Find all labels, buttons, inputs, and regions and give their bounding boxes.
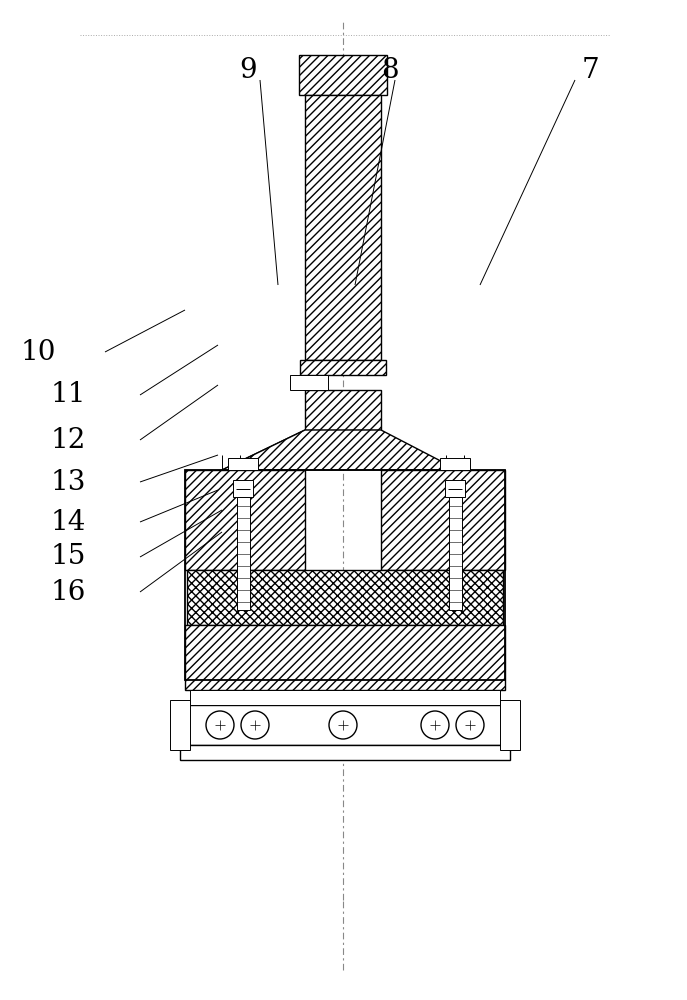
Bar bbox=[445, 480, 465, 497]
Text: 13: 13 bbox=[50, 468, 86, 495]
Bar bbox=[180, 745, 510, 760]
Bar bbox=[187, 570, 503, 625]
Text: 16: 16 bbox=[50, 578, 86, 605]
Bar bbox=[187, 707, 212, 743]
Bar bbox=[449, 497, 462, 610]
Text: 11: 11 bbox=[50, 381, 86, 408]
Text: 9: 9 bbox=[239, 56, 257, 84]
Bar bbox=[185, 705, 505, 745]
Bar bbox=[185, 625, 505, 690]
Bar bbox=[228, 458, 258, 470]
Bar bbox=[300, 360, 386, 375]
Bar bbox=[233, 480, 253, 497]
Bar bbox=[236, 497, 249, 610]
Text: 14: 14 bbox=[50, 508, 86, 536]
Bar bbox=[305, 390, 381, 430]
Text: 8: 8 bbox=[381, 56, 399, 84]
Bar bbox=[290, 375, 328, 390]
Bar bbox=[185, 470, 505, 680]
Bar bbox=[299, 55, 387, 95]
Text: 15: 15 bbox=[50, 544, 86, 570]
Polygon shape bbox=[222, 430, 305, 470]
Text: 12: 12 bbox=[50, 426, 86, 454]
Bar bbox=[185, 470, 305, 570]
Bar bbox=[305, 95, 381, 360]
Bar bbox=[440, 458, 470, 470]
Text: 10: 10 bbox=[20, 338, 56, 365]
Bar bbox=[190, 690, 500, 705]
Bar bbox=[381, 470, 505, 570]
Polygon shape bbox=[222, 430, 458, 470]
Text: 7: 7 bbox=[581, 56, 599, 84]
Bar bbox=[170, 700, 190, 750]
Bar bbox=[478, 707, 503, 743]
Bar bbox=[500, 700, 520, 750]
